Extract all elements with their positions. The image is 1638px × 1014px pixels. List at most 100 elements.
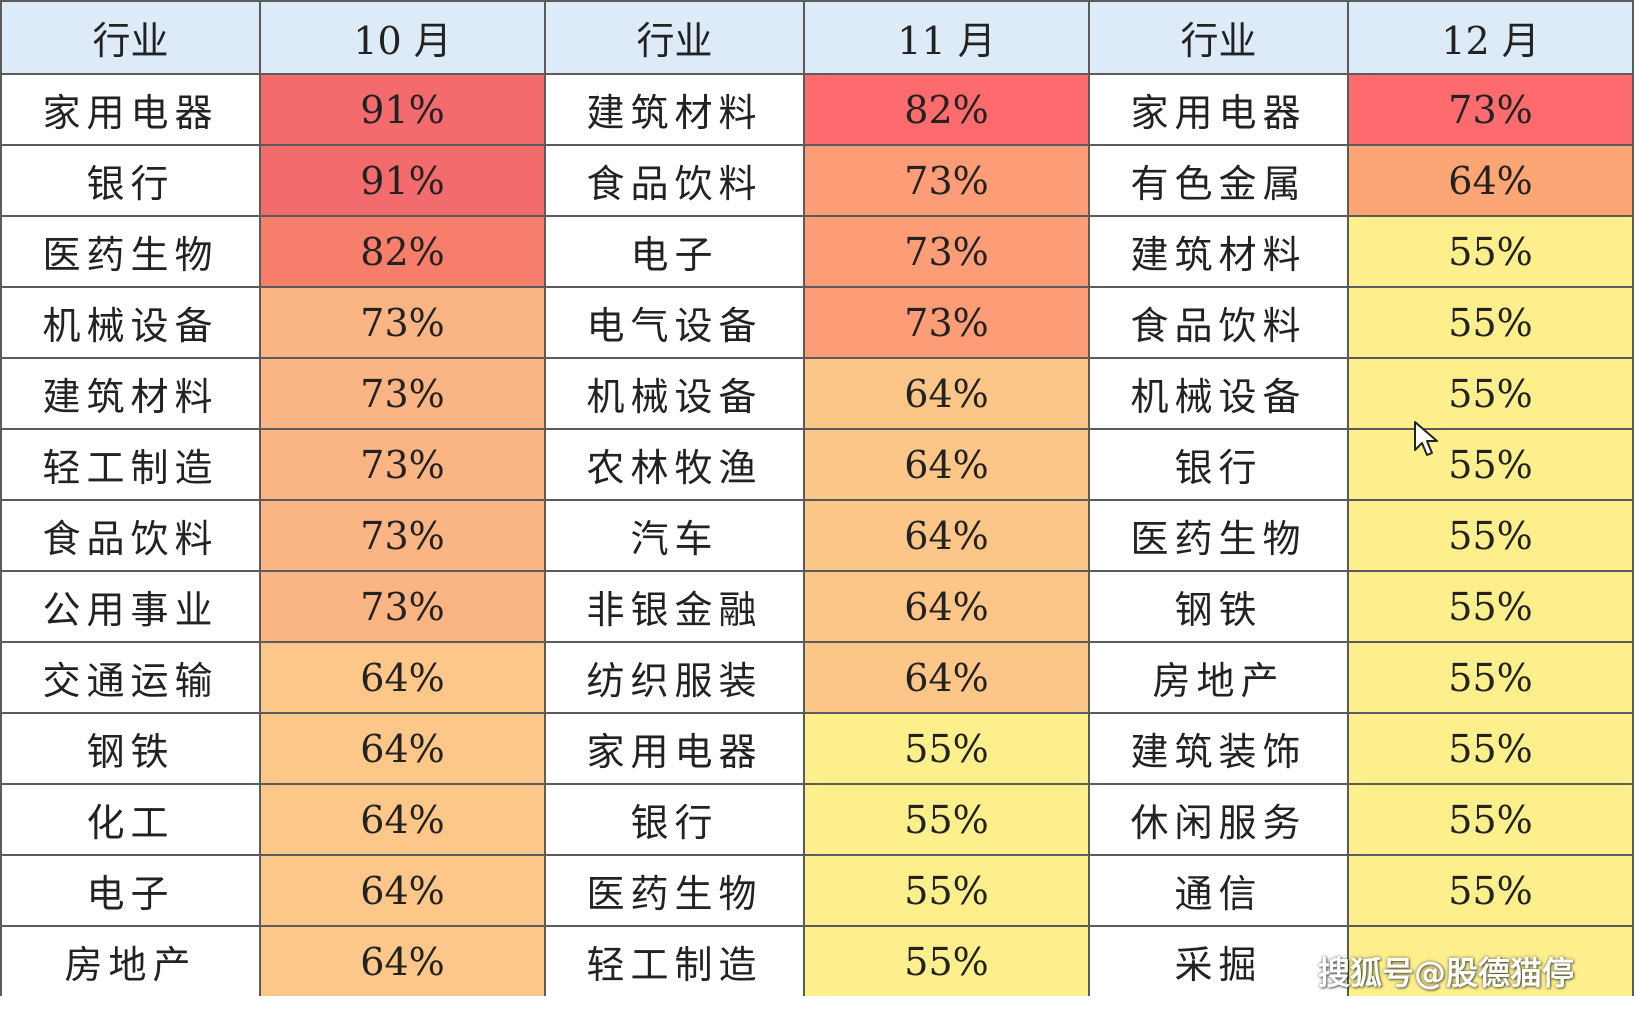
value-cell-dec: 55% xyxy=(1347,641,1634,714)
industry-cell-nov: 电气设备 xyxy=(543,286,806,359)
value-cell-dec: 55% xyxy=(1347,499,1634,572)
watermark-text: 搜狐号@股德猫停 xyxy=(1317,954,1574,992)
industry-cell-nov: 农林牧渔 xyxy=(543,428,806,501)
table-row: 建筑材料 73% 机械设备 64% 机械设备 55% xyxy=(0,357,1634,430)
industry-cell-dec: 通信 xyxy=(1087,854,1350,927)
industry-cell-nov: 轻工制造 xyxy=(543,925,806,996)
value-cell-dec: 55% xyxy=(1347,783,1634,856)
value-cell-nov: 73% xyxy=(803,215,1090,288)
value-cell-dec: 55% xyxy=(1347,712,1634,785)
header-industry-nov: 行业 xyxy=(543,0,806,75)
value-cell-dec: 55% xyxy=(1347,570,1634,643)
value-cell-nov: 55% xyxy=(803,925,1090,996)
header-industry-oct: 行业 xyxy=(0,0,262,75)
value-cell-oct: 64% xyxy=(259,712,546,785)
value-cell-dec: 64% xyxy=(1347,144,1634,217)
industry-cell-oct: 化工 xyxy=(0,783,262,856)
value-cell-dec: 55% xyxy=(1347,215,1634,288)
industry-cell-oct: 银行 xyxy=(0,144,262,217)
table-row: 化工 64% 银行 55% 休闲服务 55% xyxy=(0,783,1634,856)
value-cell-nov: 64% xyxy=(803,428,1090,501)
value-cell-nov: 64% xyxy=(803,357,1090,430)
value-cell-oct: 91% xyxy=(259,144,546,217)
table-row: 公用事业 73% 非银金融 64% 钢铁 55% xyxy=(0,570,1634,643)
value-cell-dec: 73% xyxy=(1347,73,1634,146)
industry-cell-oct: 轻工制造 xyxy=(0,428,262,501)
industry-cell-nov: 纺织服装 xyxy=(543,641,806,714)
table-body: 家用电器 91% 建筑材料 82% 家用电器 73% 银行 91% 食品饮料 73% 有色金属 64%… xyxy=(0,73,1634,996)
industry-cell-oct: 建筑材料 xyxy=(0,357,262,430)
table-row: 轻工制造 73% 农林牧渔 64% 银行 55% xyxy=(0,428,1634,501)
industry-cell-dec: 建筑装饰 xyxy=(1087,712,1350,785)
value-cell-oct: 73% xyxy=(259,357,546,430)
industry-cell-dec: 医药生物 xyxy=(1087,499,1350,572)
industry-heat-table: 行业 10 月 行业 11 月 行业 12 月 家用电器 91% 建筑材料 82% 家用… xyxy=(0,0,1634,996)
industry-cell-dec: 建筑材料 xyxy=(1087,215,1350,288)
industry-cell-oct: 食品饮料 xyxy=(0,499,262,572)
industry-cell-nov: 电子 xyxy=(543,215,806,288)
value-cell-dec: 55% xyxy=(1347,854,1634,927)
header-month-dec: 12 月 xyxy=(1347,0,1634,75)
table-row: 医药生物 82% 电子 73% 建筑材料 55% xyxy=(0,215,1634,288)
industry-cell-nov: 非银金融 xyxy=(543,570,806,643)
value-cell-oct: 64% xyxy=(259,854,546,927)
industry-cell-nov: 银行 xyxy=(543,783,806,856)
value-cell-nov: 55% xyxy=(803,854,1090,927)
value-cell-dec xyxy=(1347,925,1634,996)
value-cell-oct: 73% xyxy=(259,499,546,572)
industry-cell-oct: 交通运输 xyxy=(0,641,262,714)
industry-cell-nov: 机械设备 xyxy=(543,357,806,430)
industry-cell-dec: 钢铁 xyxy=(1087,570,1350,643)
value-cell-dec: 55% xyxy=(1347,357,1634,430)
industry-cell-dec: 家用电器 xyxy=(1087,73,1350,146)
value-cell-dec: 55% xyxy=(1347,286,1634,359)
table-row: 交通运输 64% 纺织服装 64% 房地产 55% xyxy=(0,641,1634,714)
value-cell-nov: 64% xyxy=(803,499,1090,572)
mouse-cursor-icon xyxy=(1414,421,1438,456)
industry-cell-oct: 钢铁 xyxy=(0,712,262,785)
industry-cell-dec: 采掘 xyxy=(1087,925,1350,996)
header-month-oct: 10 月 xyxy=(259,0,546,75)
table-row: 钢铁 64% 家用电器 55% 建筑装饰 55% xyxy=(0,712,1634,785)
industry-cell-dec: 食品饮料 xyxy=(1087,286,1350,359)
header-industry-dec: 行业 xyxy=(1087,0,1350,75)
value-cell-oct: 73% xyxy=(259,428,546,501)
industry-cell-oct: 家用电器 xyxy=(0,73,262,146)
value-cell-oct: 64% xyxy=(259,925,546,996)
industry-cell-oct: 公用事业 xyxy=(0,570,262,643)
value-cell-nov: 73% xyxy=(803,286,1090,359)
value-cell-nov: 64% xyxy=(803,641,1090,714)
industry-cell-dec: 机械设备 xyxy=(1087,357,1350,430)
industry-cell-nov: 食品饮料 xyxy=(543,144,806,217)
value-cell-nov: 55% xyxy=(803,783,1090,856)
value-cell-oct: 91% xyxy=(259,73,546,146)
value-cell-oct: 64% xyxy=(259,783,546,856)
value-cell-oct: 64% xyxy=(259,641,546,714)
value-cell-oct: 82% xyxy=(259,215,546,288)
table-row: 家用电器 91% 建筑材料 82% 家用电器 73% xyxy=(0,73,1634,146)
value-cell-nov: 73% xyxy=(803,144,1090,217)
industry-cell-nov: 家用电器 xyxy=(543,712,806,785)
industry-cell-oct: 房地产 xyxy=(0,925,262,996)
table-row: 银行 91% 食品饮料 73% 有色金属 64% xyxy=(0,144,1634,217)
industry-cell-dec: 银行 xyxy=(1087,428,1350,501)
industry-cell-nov: 建筑材料 xyxy=(543,73,806,146)
value-cell-nov: 64% xyxy=(803,570,1090,643)
industry-cell-nov: 汽车 xyxy=(543,499,806,572)
table-row: 机械设备 73% 电气设备 73% 食品饮料 55% xyxy=(0,286,1634,359)
industry-cell-oct: 医药生物 xyxy=(0,215,262,288)
value-cell-nov: 82% xyxy=(803,73,1090,146)
value-cell-dec: 55% xyxy=(1347,428,1634,501)
industry-cell-oct: 电子 xyxy=(0,854,262,927)
table-row: 电子 64% 医药生物 55% 通信 55% xyxy=(0,854,1634,927)
header-row: 行业 10 月 行业 11 月 行业 12 月 xyxy=(0,0,1634,75)
header-month-nov: 11 月 xyxy=(803,0,1090,75)
industry-cell-nov: 医药生物 xyxy=(543,854,806,927)
table-row: 房地产 64% 轻工制造 55% 采掘 xyxy=(0,925,1634,996)
value-cell-nov: 55% xyxy=(803,712,1090,785)
value-cell-oct: 73% xyxy=(259,570,546,643)
industry-cell-dec: 有色金属 xyxy=(1087,144,1350,217)
table-row: 食品饮料 73% 汽车 64% 医药生物 55% xyxy=(0,499,1634,572)
value-cell-oct: 73% xyxy=(259,286,546,359)
industry-cell-dec: 房地产 xyxy=(1087,641,1350,714)
